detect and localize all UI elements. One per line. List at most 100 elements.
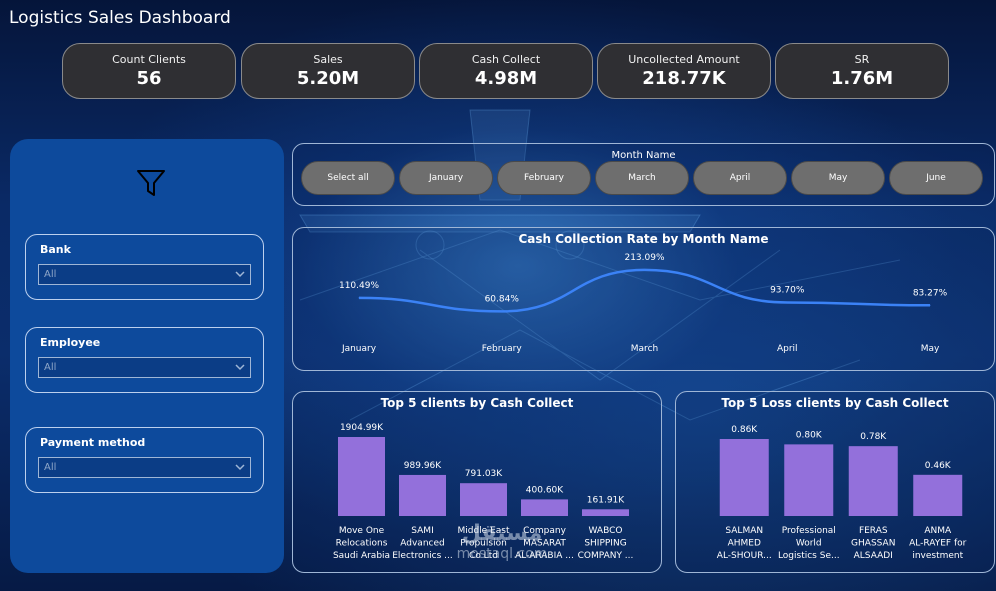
data-label: 0.46K [925,461,952,471]
kpi-value: 218.77K [642,68,726,89]
bank-slicer: Bank All [25,234,264,300]
bar [338,437,385,516]
bar [913,474,963,516]
x-tick-label: ANMA [924,526,952,536]
kpi-card-count-clients: Count Clients 56 [62,43,236,99]
rate-point [929,304,931,306]
x-tick-label: Company [523,526,566,536]
bar [399,474,446,516]
x-tick-label: Electronics ... [392,551,453,561]
chevron-down-icon [235,271,245,278]
watermark: مستقل mostaql.com [437,521,567,563]
x-tick-label: WABCO [589,526,623,536]
employee-slicer: Employee All [25,327,264,393]
chart-title: Top 5 Loss clients by Cash Collect [721,396,949,410]
x-tick-label: FERAS [859,526,888,536]
kpi-card-sr: SR 1.76M [775,43,949,99]
data-label: 0.80K [796,430,823,440]
x-tick-label: GHASSAN [851,539,895,549]
data-label: 0.78K [860,432,887,442]
x-tick-label: AL-RAYEF for [909,539,967,549]
data-label: 60.84% [485,294,520,304]
x-tick-label: MASARAT [523,539,566,549]
bar [460,483,507,516]
chevron-down-icon [235,464,245,471]
rate-point [358,297,360,299]
x-tick-label: ALSAADI [854,551,893,561]
watermark-latin: mostaql.com [456,546,548,562]
month-button-select-all[interactable]: Select all [301,161,395,195]
line-chart-svg: 110.49% January 60.84% February 213.09% March… [339,253,948,354]
data-label: 213.09% [624,253,664,263]
kpi-card-sales: Sales 5.20M [241,43,415,99]
funnel-icon[interactable] [136,168,166,198]
bar-chart-svg: 0.86K SALMAN AHMED AL-SHOUR... 0.80K Professi… [717,425,967,561]
x-tick-label: May [921,344,940,354]
employee-slicer-label: Employee [40,336,101,349]
bar [784,444,834,516]
payment-method-dropdown[interactable]: All [38,457,251,478]
x-tick-label: SALMAN [725,526,763,536]
x-tick-label: March [631,344,658,354]
employee-dropdown-value: All [44,362,57,373]
x-tick-label: investment [912,551,963,561]
data-label: 83.27% [913,288,948,298]
payment-method-slicer: Payment method All [25,427,264,493]
x-tick-label: Middle East [457,526,509,536]
x-tick-label: Professional [782,526,836,536]
x-tick-label: Advanced [400,539,444,549]
x-tick-label: January [341,344,377,354]
chart-title: Top 5 clients by Cash Collect [380,396,574,410]
kpi-value: 56 [136,68,162,89]
x-tick-label: Relocations [336,539,388,549]
month-button-april[interactable]: April [693,161,787,195]
month-button-may[interactable]: May [791,161,885,195]
data-label: 0.86K [731,425,758,435]
kpi-card-uncollected-amount: Uncollected Amount 218.77K [597,43,771,99]
bar [582,509,629,516]
x-tick-label: Co Ltd [469,551,498,561]
data-label: 93.70% [770,285,805,295]
x-tick-label: SAMI [411,526,433,536]
kpi-value: 5.20M [296,68,360,89]
bank-slicer-label: Bank [40,243,71,256]
rate-point [644,269,645,271]
x-tick-label: World [796,539,822,549]
top-clients-chart: Top 5 clients by Cash Collect 1904.99K Mo… [292,391,662,573]
kpi-label: SR [854,53,870,66]
bar-chart-svg: 1904.99K Move One Relocations Saudi Arabia 9… [333,423,634,561]
cash-collection-rate-chart: Cash Collection Rate by Month Name 110.4… [292,227,995,371]
kpi-label: Count Clients [112,53,186,66]
rate-line [358,268,931,313]
data-label: 989.96K [404,461,442,471]
month-button-june[interactable]: June [889,161,983,195]
bar [521,499,568,516]
kpi-label: Cash Collect [471,53,541,66]
x-tick-label: February [482,344,523,354]
top-loss-clients-chart: Top 5 Loss clients by Cash Collect 0.86K… [675,391,995,573]
month-button-february[interactable]: February [497,161,591,195]
bank-dropdown[interactable]: All [38,264,251,285]
bar [719,439,769,516]
payment-method-slicer-label: Payment method [40,436,146,449]
x-tick-label: COMPANY ... [578,551,634,561]
kpi-label: Sales [313,53,343,66]
data-label: 791.03K [465,469,503,479]
kpi-value: 1.76M [830,68,894,89]
employee-dropdown[interactable]: All [38,357,251,378]
kpi-value: 4.98M [474,68,538,89]
data-label: 1904.99K [340,423,384,433]
rate-point [786,301,788,303]
x-tick-label: AL-ARABIA ... [515,551,574,561]
month-button-january[interactable]: January [399,161,493,195]
x-tick-label: AL-SHOUR... [717,551,772,561]
data-label: 161.91K [587,495,625,505]
dashboard-title: Logistics Sales Dashboard [9,8,231,28]
month-button-march[interactable]: March [595,161,689,195]
x-tick-label: Logistics Se... [778,551,840,561]
x-tick-label: Propulsion [460,539,507,549]
x-tick-label: Move One [339,526,385,536]
watermark-arabic: مستقل [461,521,543,546]
month-slicer-title: Month Name [611,150,676,161]
data-label: 110.49% [339,281,379,291]
